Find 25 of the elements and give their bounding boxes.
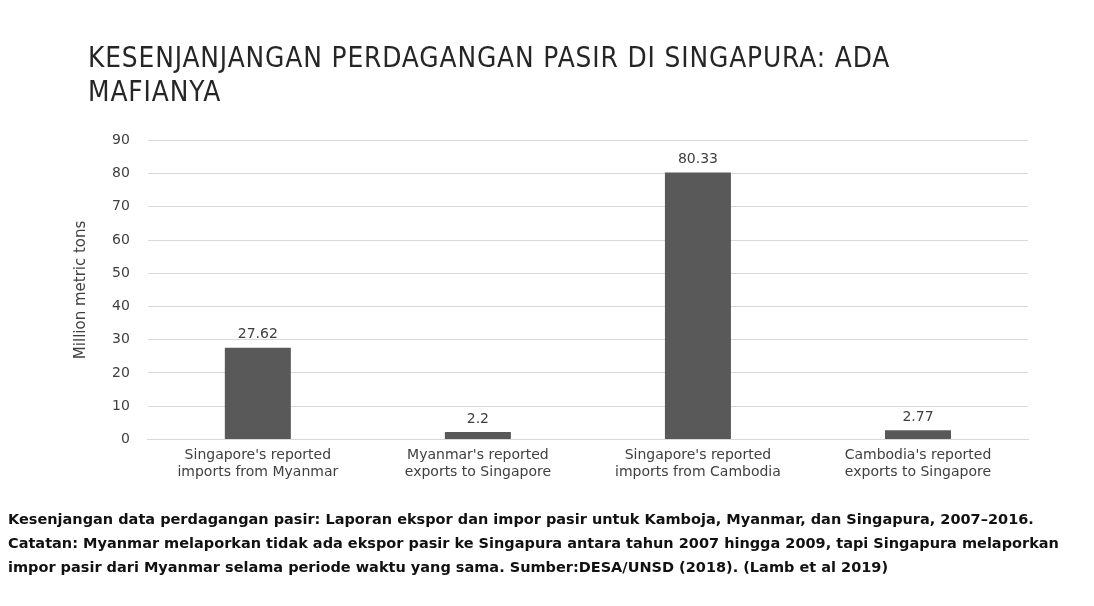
y-tick-label: 10	[111, 396, 130, 413]
y-tick-label: 0	[120, 430, 130, 447]
x-tick-label: Singapore's reported imports from Myanmar	[177, 446, 339, 480]
bar	[664, 172, 731, 439]
y-tick-label: 30	[111, 330, 130, 347]
y-tick-label: 50	[111, 263, 130, 280]
y-tick-label: 20	[111, 363, 130, 380]
y-tick-label: 80	[111, 164, 130, 181]
x-tick-label: Singapore's reported imports from Cambodia	[615, 446, 781, 480]
data-label: 27.62	[237, 325, 278, 342]
x-tick-label: Cambodia's reported exports to Singapore	[844, 446, 992, 480]
text: Kesenjangan data perdagangan pasir: Laporan ekspor dan impor pasir untuk Kamboja, Myanmar, dan Singapura, 2007–2016. Catatan: Myanmar melaporkan tidak ada ekspor pasir ke Singapura antara tahun 2007 hingga 2009, tapi Singapura melaporkan impor pasir dari Myanmar selama periode waktu yang sama. Sumber:DESA/UNSD (2018). (Lamb et al 2019)	[8, 510, 1060, 577]
bar	[444, 432, 511, 439]
y-tick-label: 40	[111, 297, 130, 314]
y-tick-label: 60	[111, 230, 130, 247]
x-tick-label: Myanmar's reported exports to Singapore	[404, 446, 551, 480]
bar	[884, 430, 951, 439]
y-tick-label: 90	[111, 131, 130, 148]
bar	[224, 347, 291, 439]
data-label: 2.77	[902, 407, 934, 424]
data-label: 2.2	[466, 409, 490, 426]
chart-title: KESENJANJANGAN PERDAGANGAN PASIR DI SINGAPURA: ADA MAFIANYA	[88, 40, 892, 108]
y-axis-title: Million metric tons	[70, 220, 89, 360]
y-tick-label: 70	[111, 197, 130, 214]
data-label: 80.33	[677, 150, 718, 167]
